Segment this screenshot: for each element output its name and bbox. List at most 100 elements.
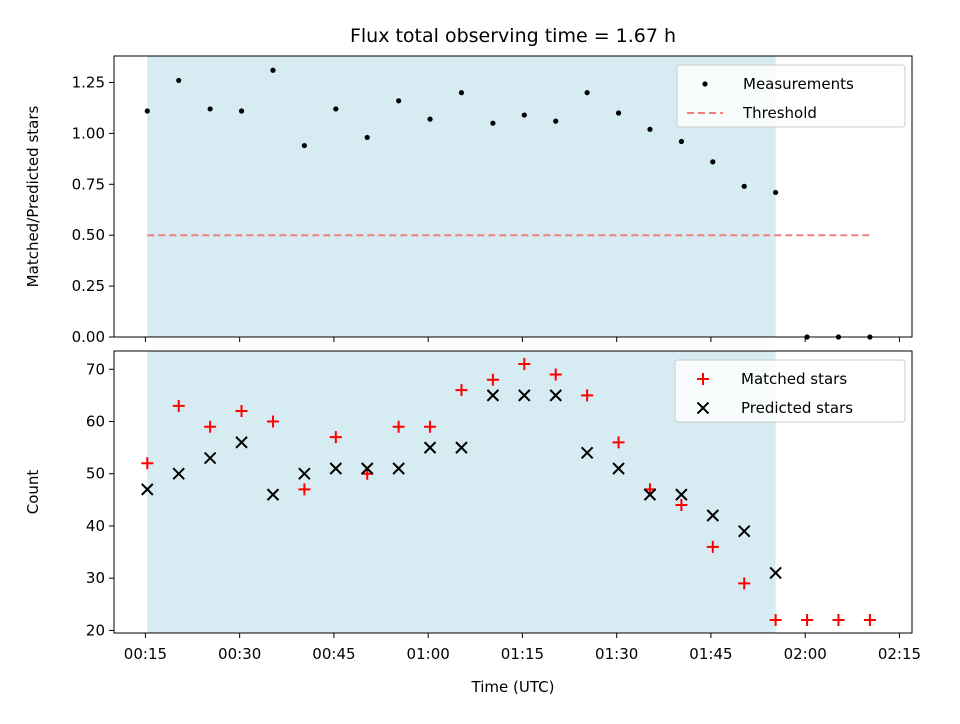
point-count-s1-4 [266, 488, 280, 501]
y-tick-label-ratio-3: 0.75 [72, 175, 105, 193]
point-count-s0-2 [204, 420, 217, 433]
point-count-s1-10 [455, 441, 468, 454]
point-count-s1-13 [549, 389, 562, 402]
y-axis-label-ratio: Matched/Predicted stars [24, 106, 42, 288]
point-ratio-s0-20 [773, 189, 779, 196]
x-tick-label-5: 01:30 [595, 645, 638, 663]
legend-swatch-ratio-0 [702, 81, 708, 87]
point-count-s0-8 [392, 420, 405, 433]
point-count-s0-14 [581, 389, 594, 402]
point-ratio-s0-9 [427, 116, 433, 122]
x-tick-label-4: 01:15 [501, 645, 544, 663]
point-count-s1-9 [423, 441, 437, 454]
point-count-s1-1 [172, 467, 185, 480]
point-count-s0-0 [141, 457, 154, 470]
point-ratio-s0-3 [238, 108, 245, 114]
point-count-s0-10 [455, 384, 468, 397]
point-count-s1-8 [392, 462, 405, 475]
point-ratio-s0-2 [207, 106, 213, 112]
x-tick-label-0: 00:15 [124, 645, 167, 663]
point-ratio-s0-14 [584, 90, 590, 96]
legend-swatch-count-1 [696, 401, 710, 415]
point-count-s1-14 [580, 446, 594, 460]
point-ratio-s0-8 [396, 98, 402, 104]
chart-title: Flux total observing time = 1.67 h [350, 25, 676, 47]
x-tick-label-3: 01:00 [407, 645, 450, 663]
legend-label-count-1: Predicted stars [741, 399, 853, 417]
y-tick-label-ratio-4: 1.00 [72, 124, 105, 142]
x-tick-label-1: 00:30 [218, 645, 261, 663]
point-count-s0-6 [329, 431, 342, 444]
y-tick-label-ratio-0: 0.00 [72, 328, 105, 346]
point-ratio-s0-11 [490, 120, 496, 126]
point-count-s1-20 [769, 566, 782, 580]
legend-label-ratio-1: Threshold [742, 104, 817, 122]
point-count-s1-15 [612, 462, 625, 475]
point-count-s1-2 [203, 451, 217, 465]
point-count-s1-19 [738, 524, 751, 538]
point-count-s0-20 [769, 613, 782, 626]
x-tick-label-7: 02:00 [784, 645, 827, 663]
point-ratio-s0-16 [647, 126, 653, 132]
point-ratio-s0-5 [301, 142, 307, 149]
point-count-s0-4 [266, 415, 279, 428]
point-ratio-s0-7 [364, 134, 370, 141]
legend-swatch-count-0 [697, 373, 709, 385]
x-axis-label: Time (UTC) [471, 678, 555, 696]
point-count-s0-21 [801, 613, 814, 626]
point-count-s0-9 [424, 420, 437, 433]
point-count-s0-22 [832, 613, 845, 626]
point-ratio-s0-6 [333, 106, 339, 112]
point-count-s0-18 [706, 540, 719, 553]
y-axis-label-count: Count [24, 470, 42, 515]
x-tick-label-2: 00:45 [312, 645, 355, 663]
point-count-s1-0 [141, 483, 154, 496]
point-count-s0-3 [235, 405, 248, 418]
panel-count: 20 30 40 50 60 70 00:15 00:30 00:45 01:00 01:15 01:… [24, 350, 921, 663]
point-count-s1-5 [298, 467, 311, 480]
point-ratio-s0-4 [270, 67, 276, 73]
shaded-span-ratio [147, 56, 776, 337]
point-ratio-s0-0 [144, 108, 150, 114]
shaded-span-count [147, 351, 776, 633]
point-ratio-s0-12 [521, 112, 527, 118]
point-count-s0-23 [863, 613, 876, 626]
point-ratio-s0-13 [553, 118, 559, 124]
point-ratio-s0-1 [176, 77, 182, 84]
point-ratio-s0-19 [741, 183, 747, 189]
point-count-s0-5 [298, 483, 311, 496]
x-tick-label-6: 01:45 [689, 645, 732, 663]
panel-ratio: 0.00 0.25 0.50 0.75 1.00 1.25 Matched/Predicte… [24, 55, 913, 346]
point-count-s1-7 [361, 462, 374, 475]
legend-label-count-0: Matched stars [741, 370, 847, 388]
legend-label-ratio-0: Measurements [743, 75, 854, 93]
point-count-s0-13 [549, 368, 562, 381]
point-count-s0-11 [486, 373, 499, 386]
y-tick-label-ratio-5: 1.25 [72, 73, 105, 91]
y-tick-label-count-3: 50 [86, 465, 105, 483]
legend-count [674, 359, 906, 423]
point-ratio-s0-15 [615, 110, 622, 116]
point-ratio-s0-17 [678, 138, 684, 145]
plot-frame-count [113, 350, 913, 634]
x-tick-label-8: 02:15 [878, 645, 921, 663]
point-count-s1-12 [518, 389, 531, 402]
point-count-s1-6 [329, 462, 343, 475]
y-tick-label-count-5: 70 [86, 360, 105, 378]
point-count-s1-11 [486, 389, 500, 402]
point-count-s0-15 [612, 436, 625, 449]
point-count-s1-18 [706, 509, 720, 522]
point-ratio-s0-10 [458, 90, 465, 96]
legend-ratio [676, 64, 906, 128]
point-count-s0-12 [518, 358, 531, 371]
y-tick-label-ratio-1: 0.25 [72, 277, 105, 295]
y-tick-label-count-1: 30 [86, 569, 105, 587]
y-tick-label-count-0: 20 [86, 621, 105, 639]
point-count-s0-17 [675, 499, 688, 512]
point-ratio-s0-18 [710, 159, 716, 165]
point-count-s1-17 [675, 488, 688, 501]
point-count-s0-1 [172, 399, 185, 412]
point-count-s1-3 [235, 436, 248, 449]
y-tick-label-ratio-2: 0.50 [72, 226, 105, 244]
